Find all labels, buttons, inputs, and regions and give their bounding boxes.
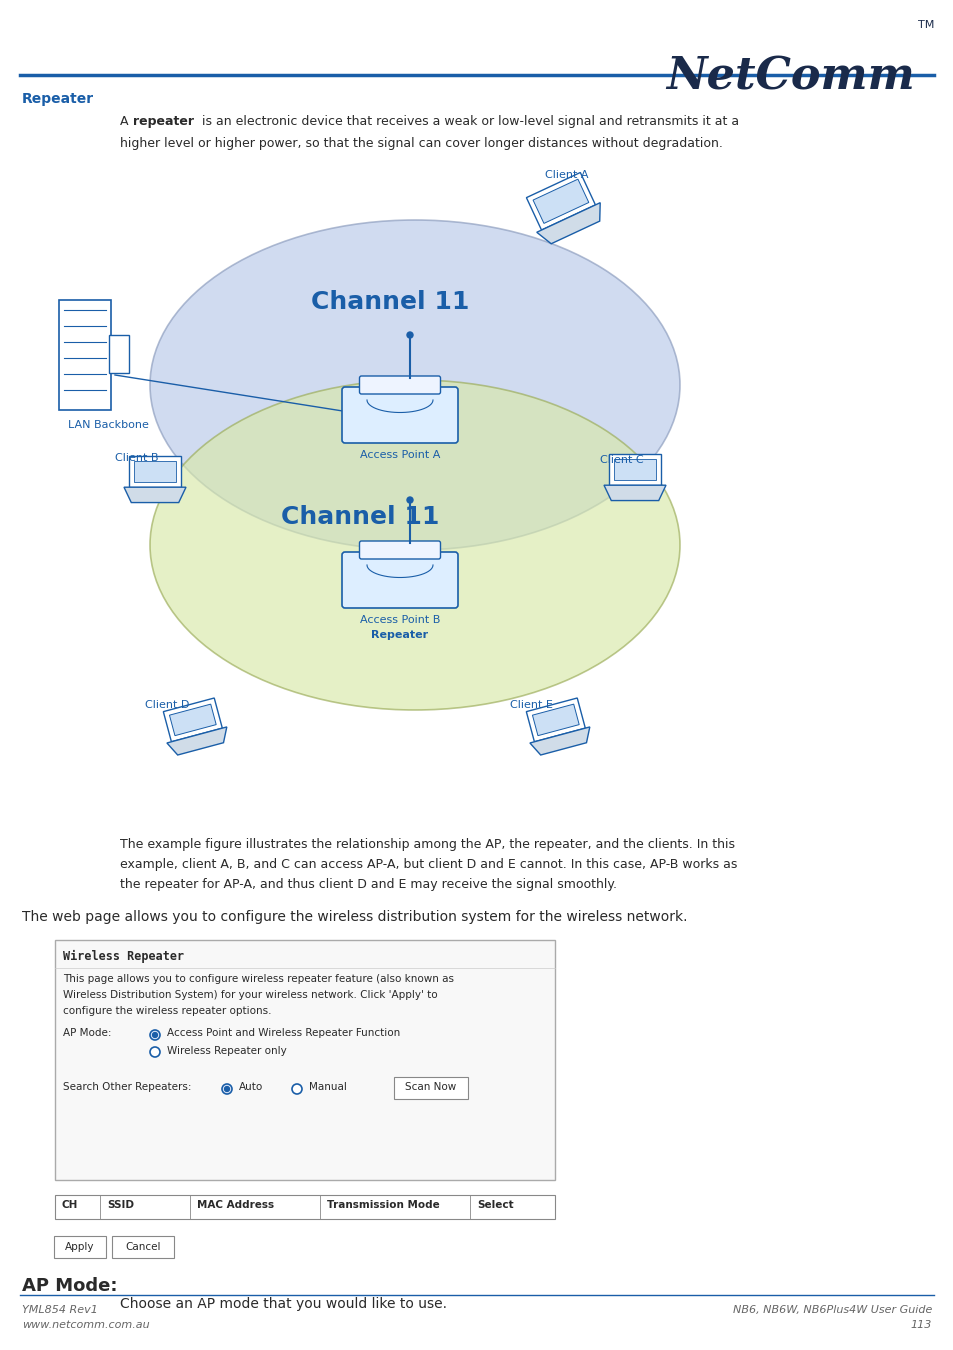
Text: NB6, NB6W, NB6Plus4W User Guide: NB6, NB6W, NB6Plus4W User Guide (732, 1305, 931, 1315)
Text: repeater: repeater (132, 115, 193, 128)
Text: Access Point and Wireless Repeater Function: Access Point and Wireless Repeater Funct… (167, 1027, 400, 1038)
Text: This page allows you to configure wireless repeater feature (also known as: This page allows you to configure wirele… (63, 973, 454, 984)
Text: Manual: Manual (309, 1081, 347, 1092)
FancyBboxPatch shape (608, 454, 660, 485)
Text: example, client A, B, and C can access AP-A, but client D and E cannot. In this : example, client A, B, and C can access A… (120, 859, 737, 871)
Text: AP Mode:: AP Mode: (63, 1027, 112, 1038)
Text: Client D: Client D (145, 701, 190, 710)
Text: Search Other Repeaters:: Search Other Repeaters: (63, 1081, 192, 1092)
Text: SSID: SSID (107, 1200, 133, 1210)
Text: Access Point B: Access Point B (359, 616, 439, 625)
FancyBboxPatch shape (55, 1195, 555, 1219)
FancyBboxPatch shape (109, 335, 129, 373)
Ellipse shape (150, 379, 679, 710)
Text: Client C: Client C (599, 455, 643, 464)
Text: Cancel: Cancel (125, 1242, 161, 1251)
FancyBboxPatch shape (55, 940, 555, 1180)
FancyBboxPatch shape (613, 459, 656, 481)
Text: configure the wireless repeater options.: configure the wireless repeater options. (63, 1006, 272, 1017)
Polygon shape (124, 487, 186, 502)
Polygon shape (529, 726, 589, 755)
FancyBboxPatch shape (129, 456, 181, 487)
Polygon shape (167, 726, 227, 755)
FancyBboxPatch shape (341, 387, 457, 443)
Circle shape (150, 1030, 160, 1040)
Text: Wireless Repeater: Wireless Repeater (63, 950, 184, 963)
FancyBboxPatch shape (341, 552, 457, 608)
Text: A: A (120, 115, 132, 128)
Polygon shape (532, 705, 578, 736)
Text: Auto: Auto (239, 1081, 263, 1092)
Text: Client A: Client A (544, 170, 588, 180)
Text: Scan Now: Scan Now (405, 1081, 456, 1092)
Text: The web page allows you to configure the wireless distribution system for the wi: The web page allows you to configure the… (22, 910, 687, 923)
Text: Wireless Distribution System) for your wireless network. Click 'Apply' to: Wireless Distribution System) for your w… (63, 990, 437, 1000)
Text: higher level or higher power, so that the signal can cover longer distances with: higher level or higher power, so that th… (120, 136, 722, 150)
Text: The example figure illustrates the relationship among the AP, the repeater, and : The example figure illustrates the relat… (120, 838, 734, 850)
Text: Channel 11: Channel 11 (311, 290, 469, 315)
Text: www.netcomm.com.au: www.netcomm.com.au (22, 1320, 150, 1330)
Polygon shape (537, 202, 599, 244)
Text: Repeater: Repeater (371, 630, 428, 640)
Text: Client B: Client B (115, 454, 158, 463)
Text: is an electronic device that receives a weak or low-level signal and retransmits: is an electronic device that receives a … (198, 115, 739, 128)
Circle shape (407, 332, 413, 338)
FancyBboxPatch shape (112, 1237, 173, 1258)
Polygon shape (163, 698, 222, 741)
Ellipse shape (150, 220, 679, 549)
Text: Apply: Apply (65, 1242, 94, 1251)
Text: NetComm: NetComm (665, 55, 914, 99)
Circle shape (292, 1084, 302, 1094)
Text: Client E: Client E (510, 701, 553, 710)
Text: Select: Select (476, 1200, 513, 1210)
Text: Choose an AP mode that you would like to use.: Choose an AP mode that you would like to… (120, 1297, 447, 1311)
Text: LAN Backbone: LAN Backbone (68, 420, 149, 431)
FancyBboxPatch shape (394, 1077, 468, 1099)
Circle shape (407, 497, 413, 504)
FancyBboxPatch shape (54, 1237, 106, 1258)
Polygon shape (526, 698, 585, 741)
Polygon shape (170, 705, 216, 736)
Circle shape (224, 1087, 230, 1092)
FancyBboxPatch shape (359, 541, 440, 559)
Polygon shape (603, 485, 665, 501)
Text: TM: TM (917, 20, 933, 30)
Polygon shape (533, 180, 588, 223)
Circle shape (222, 1084, 232, 1094)
Text: CH: CH (62, 1200, 78, 1210)
Circle shape (152, 1033, 157, 1038)
Text: Repeater: Repeater (22, 92, 94, 107)
Circle shape (150, 1048, 160, 1057)
FancyBboxPatch shape (133, 460, 176, 482)
FancyBboxPatch shape (359, 377, 440, 394)
Text: YML854 Rev1: YML854 Rev1 (22, 1305, 98, 1315)
Text: Transmission Mode: Transmission Mode (327, 1200, 439, 1210)
Text: 113: 113 (910, 1320, 931, 1330)
Text: AP Mode:: AP Mode: (22, 1277, 117, 1295)
Text: the repeater for AP-A, and thus client D and E may receive the signal smoothly.: the repeater for AP-A, and thus client D… (120, 878, 617, 891)
Text: Channel 11: Channel 11 (280, 505, 438, 529)
Text: Access Point A: Access Point A (359, 450, 439, 460)
FancyBboxPatch shape (59, 300, 111, 410)
Text: MAC Address: MAC Address (196, 1200, 274, 1210)
Text: Wireless Repeater only: Wireless Repeater only (167, 1046, 287, 1056)
Polygon shape (526, 173, 595, 230)
